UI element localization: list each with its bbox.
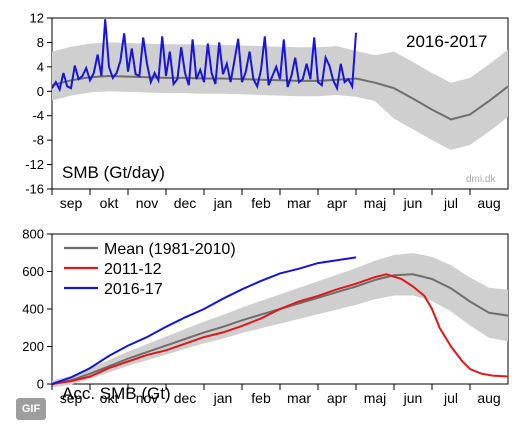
- bottom-y-ticks: 800 600 400 200 0: [22, 227, 52, 392]
- bottom-x-month-label: feb: [251, 390, 271, 406]
- bottom-x-month-label: maj: [364, 390, 387, 406]
- bottom-x-month-label: nov: [136, 390, 159, 406]
- bottom-x-month-label: mar: [287, 390, 311, 406]
- bottom-variability-band: [52, 253, 508, 388]
- top-2016-17-line: [51, 19, 357, 93]
- top-x-month-label: maj: [364, 195, 387, 211]
- bottom-x-month-label: dec: [174, 390, 197, 406]
- top-y-label: SMB (Gt/day): [62, 163, 165, 182]
- top-y-tick-label: -8: [32, 133, 44, 148]
- top-x-month-label: feb: [251, 195, 271, 211]
- top-y-tick-label: 8: [37, 35, 44, 50]
- bottom-x-month-label: jan: [213, 390, 233, 406]
- gif-badge: GIF: [16, 398, 46, 420]
- bottom-y-tick-label: 600: [22, 264, 44, 279]
- legend-label-2011-12: 2011-12: [104, 261, 162, 278]
- bottom-x-month-label: okt: [100, 390, 119, 406]
- top-x-month-label: okt: [100, 195, 119, 211]
- bottom-y-tick-label: 0: [37, 377, 44, 392]
- credit-text: dmi.dk: [466, 174, 496, 185]
- bottom-y-tick-label: 800: [22, 227, 44, 242]
- bottom-2016-17-line: [51, 256, 357, 385]
- bottom-x-month-label: aug: [477, 390, 500, 406]
- bottom-y-tick-label: 200: [22, 339, 44, 354]
- top-y-tick-label: 4: [37, 59, 44, 74]
- bottom-y-label: Acc. SMB (Gt): [62, 384, 171, 403]
- top-y-tick-label: -4: [32, 108, 44, 123]
- bottom-x-month-label: jun: [403, 390, 423, 406]
- top-x-month-label: sep: [60, 195, 83, 211]
- top-x-month-label: nov: [136, 195, 159, 211]
- bottom-x-month-label: jul: [443, 390, 458, 406]
- top-x-month-label: aug: [477, 195, 500, 211]
- legend-label-mean: Mean (1981-2010): [104, 241, 236, 258]
- top-y-tick-label: 0: [37, 84, 44, 99]
- top-x-ticks: sep okt nov dec jan feb mar apr maj jun jul aug: [51, 189, 501, 211]
- top-y-tick-label: 12: [30, 11, 44, 26]
- legend-label-2016-17: 2016-17: [104, 281, 163, 298]
- top-y-ticks: 12 8 4 0 -4 -8 -12 -16: [25, 11, 52, 197]
- top-chart-title: 2016-2017: [406, 32, 487, 51]
- bottom-2011-12-line: [51, 273, 509, 385]
- top-y-tick-label: -12: [25, 157, 44, 172]
- bottom-x-month-label: sep: [60, 390, 83, 406]
- top-x-month-label: jun: [403, 195, 423, 211]
- bottom-x-ticks: sep okt nov dec jan feb mar apr maj jun jul aug: [51, 384, 501, 406]
- top-mean-line: [51, 74, 509, 121]
- legend: Mean (1981-2010) 2011-12 2016-17: [64, 241, 236, 298]
- bottom-y-tick-label: 400: [22, 302, 44, 317]
- top-x-month-label: dec: [174, 195, 197, 211]
- top-y-tick-label: -16: [25, 182, 44, 197]
- top-x-month-label: mar: [287, 195, 311, 211]
- top-x-month-label: apr: [327, 195, 348, 211]
- top-x-month-label: jul: [443, 195, 458, 211]
- bottom-x-month-label: apr: [327, 390, 348, 406]
- top-x-month-label: jan: [213, 195, 233, 211]
